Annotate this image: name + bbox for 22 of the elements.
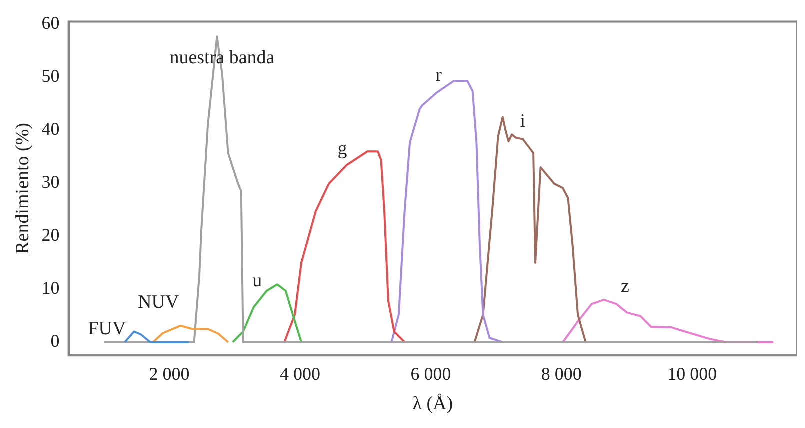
series-label: z [620,276,630,297]
y-tick-label: 60 [42,13,60,34]
y-tick-label: 30 [42,172,60,192]
y-tick-label: 0 [50,331,60,352]
y-tick-label: 50 [42,66,60,86]
series-label: nuestra banda [170,48,276,69]
series-label: FUV [88,318,126,340]
y-tick-label: 40 [42,119,60,140]
x-tick-label: 4 000 [280,364,320,384]
x-tick-label: 6 000 [410,364,452,384]
series-label: i [520,111,526,132]
x-tick-label: 8 000 [541,364,582,384]
x-tick-label: 10 000 [668,364,718,384]
y-tick-label: 20 [42,225,60,246]
series-label: NUV [138,292,180,313]
x-tick-label: 2 000 [149,364,190,384]
series-label: g [338,138,348,160]
y-tick-label: 10 [42,278,60,298]
y-axis-title: Rendimiento (%) [12,123,34,254]
series-label: u [252,270,263,292]
x-axis-title: λ (Å) [412,394,454,415]
series-label: r [436,65,443,86]
